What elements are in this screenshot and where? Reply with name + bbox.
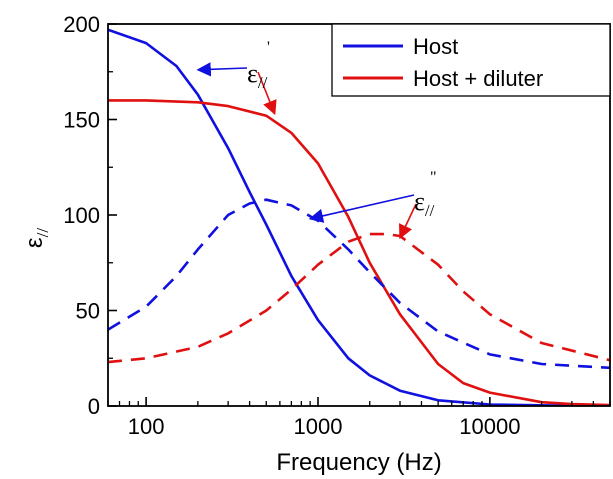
series-line-host-real xyxy=(108,28,610,406)
y-axis-ticks: 0 50 100 150 200 xyxy=(63,12,117,419)
series-line-host-diluter-imaginary xyxy=(108,232,610,364)
annotation-real-part: ε// ' xyxy=(247,39,270,92)
annotation-arrows xyxy=(196,62,417,240)
x-axis-ticks: 100 1000 10000 xyxy=(107,397,611,439)
annotation-arrow-imaginary-host-diluter xyxy=(399,203,417,240)
annotation-imaginary-sub: // xyxy=(425,201,435,220)
x-tick-label: 10000 xyxy=(459,414,520,439)
y-axis-title-base: ε xyxy=(21,237,48,248)
x-tick-label: 100 xyxy=(128,414,165,439)
annotation-arrow-imaginary-host xyxy=(308,194,415,223)
y-tick-label: 100 xyxy=(63,203,100,228)
y-tick-label: 150 xyxy=(63,108,100,133)
svg-text:ε//: ε// xyxy=(414,187,435,220)
legend-box xyxy=(331,23,611,97)
svg-text:ε//: ε// xyxy=(21,228,52,248)
annotation-real-base: ε xyxy=(247,59,258,88)
legend-label-host-diluter: Host + diluter xyxy=(413,66,543,91)
annotation-imaginary-base: ε xyxy=(414,187,425,216)
annotation-arrow-real-host-diluter xyxy=(257,71,277,116)
x-axis-title: Frequency (Hz) xyxy=(276,449,441,476)
y-tick-label: 0 xyxy=(88,394,100,419)
y-tick-label: 50 xyxy=(76,299,100,324)
y-axis-title: ε// xyxy=(21,228,52,248)
x-tick-label: 1000 xyxy=(294,414,343,439)
annotation-imaginary-sup: " xyxy=(430,169,437,186)
series-line-host-imaginary xyxy=(108,198,610,370)
legend: Host Host + diluter xyxy=(331,23,611,97)
annotation-real-sub: // xyxy=(258,73,268,92)
y-tick-label: 200 xyxy=(63,12,100,37)
annotation-real-sup: ' xyxy=(267,39,270,56)
legend-label-host: Host xyxy=(413,34,458,59)
annotation-arrow-real-host xyxy=(196,62,248,77)
svg-text:ε//: ε// xyxy=(247,59,268,92)
y-axis-title-sub: // xyxy=(33,228,52,238)
series-line-host-diluter-real xyxy=(108,99,610,406)
series-layer xyxy=(108,28,610,406)
annotation-imaginary-part: ε// " xyxy=(414,169,437,220)
